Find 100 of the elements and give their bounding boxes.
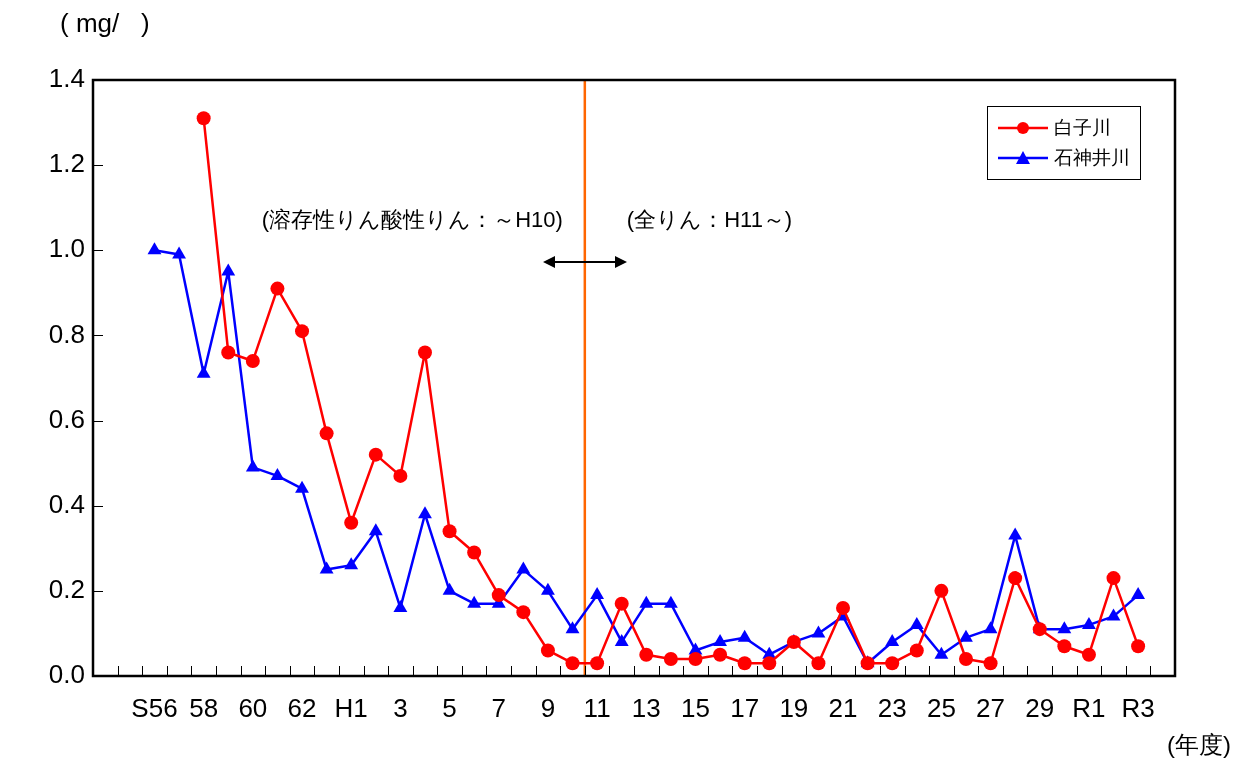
point — [1081, 647, 1096, 662]
point — [614, 596, 629, 611]
point — [295, 480, 309, 493]
point — [295, 324, 310, 339]
y-axis-title: ( mg/ ) — [60, 8, 150, 39]
point — [368, 447, 383, 462]
point — [417, 345, 432, 360]
y-tick-label: 1.4 — [48, 63, 85, 94]
point — [737, 656, 752, 671]
x-axis-title: (年度) — [1167, 730, 1231, 760]
point — [393, 599, 408, 612]
point — [663, 595, 678, 608]
point — [762, 656, 777, 671]
point — [983, 621, 998, 634]
point — [1082, 616, 1096, 629]
x-tick-label: 19 — [779, 692, 809, 723]
point — [1131, 639, 1146, 654]
point — [221, 345, 236, 360]
point — [319, 561, 334, 574]
y-tick-label: 0.2 — [48, 574, 85, 605]
x-tick-label: 23 — [877, 692, 907, 723]
x-tick-label: 11 — [583, 692, 611, 723]
x-tick-label: 27 — [976, 692, 1006, 723]
x-tick-label: 58 — [189, 692, 219, 723]
point — [614, 633, 629, 646]
point — [934, 583, 949, 598]
point — [983, 656, 998, 671]
y-tick-label: 0.8 — [48, 318, 85, 349]
point — [344, 557, 359, 570]
legend-label: 石神井川 — [1054, 146, 1130, 170]
point — [688, 651, 703, 666]
point — [663, 651, 678, 666]
point — [221, 263, 236, 276]
point — [196, 365, 211, 378]
point — [713, 647, 728, 662]
x-tick-label: 15 — [681, 692, 710, 723]
point — [516, 605, 531, 620]
point — [319, 426, 334, 441]
point — [836, 600, 851, 615]
point — [811, 625, 826, 638]
x-tick-label: 7 — [491, 692, 506, 723]
point — [540, 643, 555, 658]
point — [565, 621, 580, 634]
point — [393, 468, 408, 483]
point — [442, 524, 457, 539]
x-tick-label: R1 — [1072, 692, 1106, 723]
point — [245, 353, 260, 368]
x-tick-label: 5 — [442, 692, 457, 723]
point — [172, 246, 186, 259]
point — [713, 633, 727, 646]
y-tick-label: 1.0 — [48, 233, 85, 264]
point — [1057, 621, 1072, 634]
x-tick-label: 17 — [730, 692, 760, 723]
point — [245, 459, 260, 472]
point — [590, 587, 605, 600]
point — [418, 506, 432, 519]
x-tick-label: 29 — [1025, 692, 1055, 723]
point — [467, 545, 482, 560]
point — [590, 656, 605, 671]
point — [442, 582, 457, 595]
x-tick-label: 13 — [631, 692, 661, 723]
point — [1008, 527, 1023, 540]
point — [368, 523, 383, 536]
legend-label: 白子川 — [1054, 116, 1111, 140]
point — [1106, 608, 1121, 621]
x-tick-label: 21 — [828, 692, 858, 723]
point — [1057, 639, 1072, 654]
point — [737, 629, 752, 642]
x-tick-label: 3 — [393, 692, 408, 723]
point — [885, 656, 900, 671]
point — [270, 281, 285, 296]
point — [344, 515, 359, 530]
point — [1106, 571, 1121, 586]
point — [1131, 587, 1146, 600]
x-tick-label: 9 — [540, 692, 556, 723]
point — [934, 646, 949, 659]
annotation: (全りん：H11～) — [626, 205, 793, 235]
point — [147, 242, 162, 255]
point — [958, 651, 973, 666]
point — [270, 467, 285, 480]
annotation: (溶存性りん酸性りん：～H10) — [261, 205, 563, 235]
point — [639, 647, 654, 662]
point — [467, 595, 482, 608]
x-tick-label: S56 — [131, 692, 178, 723]
point — [811, 656, 826, 671]
point — [909, 616, 924, 629]
point — [196, 111, 211, 126]
x-tick-label: 25 — [926, 692, 956, 723]
point — [1008, 571, 1023, 586]
point — [541, 582, 555, 595]
point — [516, 561, 531, 574]
x-tick-label: H1 — [334, 692, 368, 723]
y-tick-label: 0.0 — [48, 659, 85, 690]
point — [885, 633, 900, 646]
y-tick-label: 1.2 — [48, 148, 85, 179]
point — [565, 656, 580, 671]
point — [491, 588, 506, 603]
point — [959, 629, 973, 642]
point — [909, 643, 924, 658]
x-tick-label: R3 — [1121, 692, 1155, 723]
